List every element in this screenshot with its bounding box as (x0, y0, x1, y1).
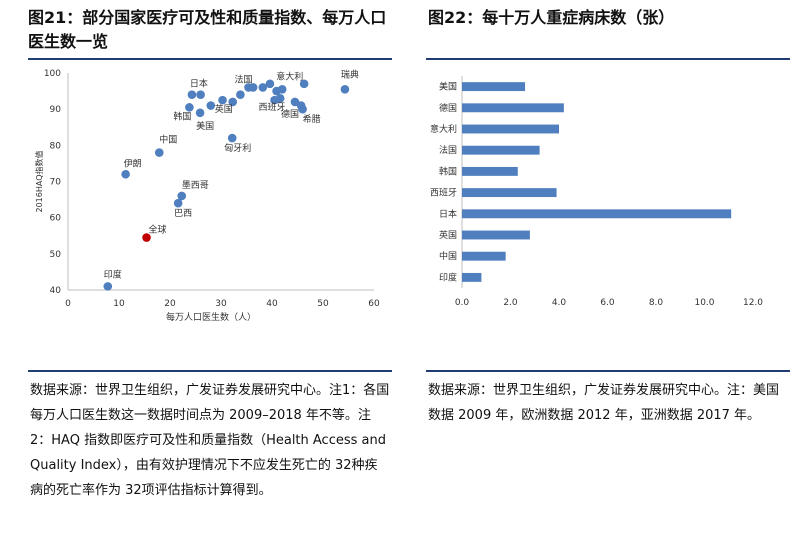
point-label: 全球 (149, 224, 167, 236)
point-label: 日本 (190, 78, 208, 90)
point-label: 韩国 (173, 110, 191, 122)
y-tick-label: 90 (50, 105, 62, 115)
point-label: 伊朗 (124, 157, 142, 169)
right-source-note: 数据来源：世界卫生组织，广发证券发展研究中心。注：美国数据 2009 年，欧洲数… (428, 383, 780, 423)
point-label: 西班牙 (259, 101, 286, 113)
point-label: 希腊 (303, 113, 321, 125)
left-source-note: 数据来源：世界卫生组织，广发证券发展研究中心。注1：各国每万人口医生数这一数据时… (30, 383, 390, 498)
left-chart-title: 图21：部分国家医疗可及性和质量指数、每万人口医生数一览 (28, 8, 387, 51)
bar (462, 209, 732, 219)
y-tick-label: 70 (50, 178, 62, 188)
scatter-chart: 0 10 20 30 40 50 60 40 50 60 70 80 90 100 每万人口医生数（人） 20… (34, 68, 380, 323)
bar (462, 166, 518, 176)
x-tick-label: 0 (65, 299, 71, 309)
point-label: 美国 (196, 120, 214, 132)
scatter-point (173, 198, 183, 208)
scatter-point (258, 83, 268, 92)
scatter-point (195, 108, 205, 118)
y-tick-label: 50 (50, 250, 62, 260)
scatter-point (340, 84, 350, 94)
category-label: 美国 (439, 81, 457, 93)
point-label: 意大利 (276, 70, 303, 82)
scatter-point (275, 94, 285, 103)
scatter-point (121, 169, 130, 179)
x-tick-label: 6.0 (600, 298, 615, 308)
x-tick-label: 0.0 (455, 298, 470, 308)
bar (462, 145, 540, 155)
scatter-point (187, 90, 197, 99)
scatter-point (248, 83, 258, 92)
category-label: 西班牙 (430, 187, 457, 199)
x-tick-label: 30 (215, 299, 227, 309)
x-tick-label: 4.0 (552, 298, 567, 308)
point-label: 墨西哥 (182, 180, 209, 191)
bar (462, 230, 530, 240)
bar (462, 272, 482, 282)
right-bottom-divider (426, 370, 790, 372)
point-label: 英国 (215, 103, 233, 115)
category-label: 日本 (439, 208, 457, 220)
category-label: 意大利 (430, 123, 457, 135)
right-top-divider (426, 58, 790, 60)
scatter-point (196, 90, 205, 99)
point-label: 德国 (281, 108, 299, 120)
scatter-point (177, 191, 187, 201)
point-label: 印度 (104, 268, 122, 280)
left-bottom-divider (28, 370, 392, 372)
scatter-point (298, 104, 307, 114)
category-label: 印度 (439, 271, 457, 283)
y-axis-label: 2016HAQ指数值 (34, 150, 44, 212)
scatter-point (206, 101, 216, 110)
x-axis-label: 每万人口医生数（人） (166, 311, 256, 323)
x-tick-label: 8.0 (649, 298, 664, 308)
scatter-point (154, 148, 164, 157)
scatter-point (227, 133, 237, 143)
scatter-point (265, 79, 275, 89)
x-tick-label: 10 (113, 299, 125, 309)
category-label: 德国 (439, 102, 457, 114)
bar (462, 124, 559, 134)
point-label: 匈牙利 (224, 142, 251, 154)
scatter-point (236, 90, 245, 99)
category-label: 英国 (439, 229, 457, 241)
scatter-point (218, 95, 227, 105)
category-label: 法国 (439, 144, 457, 156)
x-tick-label: 40 (266, 299, 278, 309)
scatter-point (228, 97, 238, 107)
x-tick-label: 2.0 (503, 298, 518, 308)
bar (462, 103, 564, 113)
x-tick-label: 12.0 (743, 298, 763, 308)
scatter-point (142, 233, 151, 242)
scatter-point (103, 282, 113, 291)
x-tick-label: 10.0 (694, 298, 714, 308)
y-tick-label: 80 (50, 141, 62, 151)
category-label: 韩国 (439, 165, 457, 177)
category-label: 中国 (439, 250, 457, 262)
left-top-divider (28, 58, 392, 60)
scatter-point (185, 103, 194, 112)
bar (462, 251, 506, 261)
scatter-point (299, 79, 309, 89)
scatter-point (277, 84, 287, 94)
x-tick-label: 50 (317, 299, 329, 309)
right-chart-title: 图22：每十万人重症病床数（张） (428, 8, 675, 27)
point-label: 瑞典 (341, 68, 359, 80)
point-label: 中国 (159, 134, 177, 146)
y-tick-label: 60 (50, 214, 62, 224)
y-tick-label: 40 (50, 286, 62, 296)
y-tick-label: 100 (44, 69, 61, 79)
x-tick-label: 20 (164, 299, 176, 309)
bar (462, 82, 526, 92)
x-tick-label: 60 (368, 299, 380, 309)
point-label: 巴西 (174, 208, 192, 219)
point-label: 法国 (235, 73, 253, 85)
bar (462, 188, 557, 198)
